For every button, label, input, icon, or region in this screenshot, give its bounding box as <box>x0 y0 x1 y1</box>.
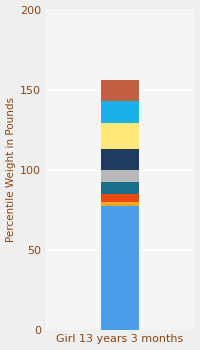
Bar <box>101 101 139 123</box>
Y-axis label: Percentile Weight in Pounds: Percentile Weight in Pounds <box>6 97 16 242</box>
Bar <box>101 182 139 194</box>
Bar <box>101 149 139 169</box>
Bar <box>101 80 139 101</box>
Bar <box>101 169 139 182</box>
Bar <box>101 194 139 202</box>
Bar <box>101 123 139 149</box>
Bar <box>101 206 139 330</box>
Bar <box>101 202 139 206</box>
